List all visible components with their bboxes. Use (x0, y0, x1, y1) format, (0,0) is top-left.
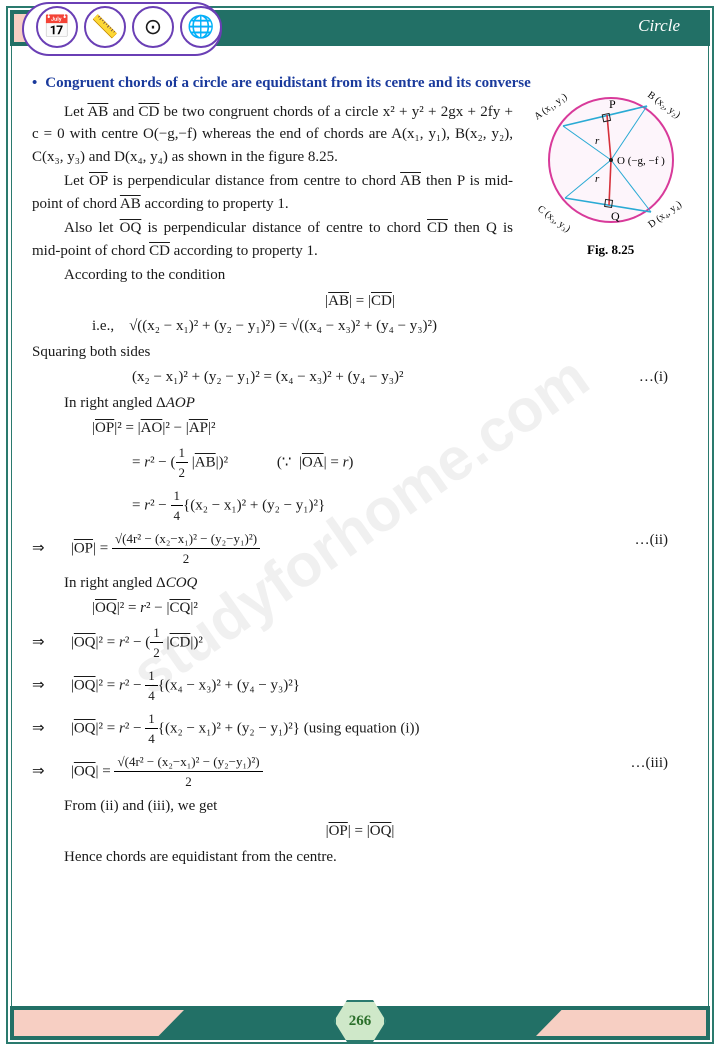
section-title: •Congruent chords of a circle are equidi… (32, 72, 688, 95)
eq5: = r² − (12 |AB|)² (∵ |OA| = r) (132, 443, 688, 483)
footer-accent-right (536, 1010, 706, 1036)
eq8: |OQ|² = r² − |CQ|² (92, 597, 688, 620)
eq-ab-cd: |AB| = |CD| (32, 290, 688, 313)
ruler-icon: 📏 (84, 6, 126, 48)
cond-line: According to the condition (32, 264, 688, 287)
eq6: = r² − 14{(x₂ − x₁)² + (y₂ − y₁)²} (132, 486, 688, 526)
header-icons: 📅 📏 ⊙ 🌐 (36, 6, 222, 48)
aop-line: In right angled ΔAOP (32, 392, 688, 415)
globe-icon: 🌐 (180, 6, 222, 48)
coq-line: In right angled ΔCOQ (32, 572, 688, 595)
calc-icon: 📅 (36, 6, 78, 48)
from-line: From (ii) and (iii), we get (32, 795, 688, 818)
footer-accent-left (14, 1010, 184, 1036)
para-2: Let OP is perpendicular distance from ce… (32, 170, 688, 215)
eq7: ⇒ |OP| = √(4r² − (x₂−x₁)² − (y₂−y₁)²)2…(… (32, 529, 688, 569)
eq-dist: i.e., √((x₂ − x₁)² + (y₂ − y₁)²) = √((x₄… (92, 315, 688, 338)
para-3: Also let OQ is perpendicular distance of… (32, 217, 688, 262)
hence-line: Hence chords are equidistant from the ce… (32, 846, 688, 869)
eq-i: (x₂ − x₁)² + (y₂ − y₁)² = (x₄ − x₃)² + (… (132, 366, 688, 389)
eq9: ⇒ |OQ|² = r² − (12 |CD|)² (32, 623, 688, 663)
para-1: Let AB and CD be two congruent chords of… (32, 101, 688, 169)
eq4: |OP|² = |AO|² − |AP|² (92, 417, 688, 440)
eq-final: |OP| = |OQ| (32, 820, 688, 843)
sq-line: Squaring both sides (32, 341, 688, 364)
compass-icon: ⊙ (132, 6, 174, 48)
page-content: •Congruent chords of a circle are equidi… (32, 70, 688, 990)
eq10: ⇒ |OQ|² = r² − 14{(x₄ − x₃)² + (y₄ − y₃)… (32, 666, 688, 706)
bullet-icon: • (32, 75, 37, 91)
eq11: ⇒ |OQ|² = r² − 14{(x₂ − x₁)² + (y₂ − y₁)… (32, 709, 688, 749)
eq12: ⇒ |OQ| = √(4r² − (x₂−x₁)² − (y₂−y₁)²)2…(… (32, 752, 688, 792)
chapter-label: Circle (638, 16, 680, 36)
